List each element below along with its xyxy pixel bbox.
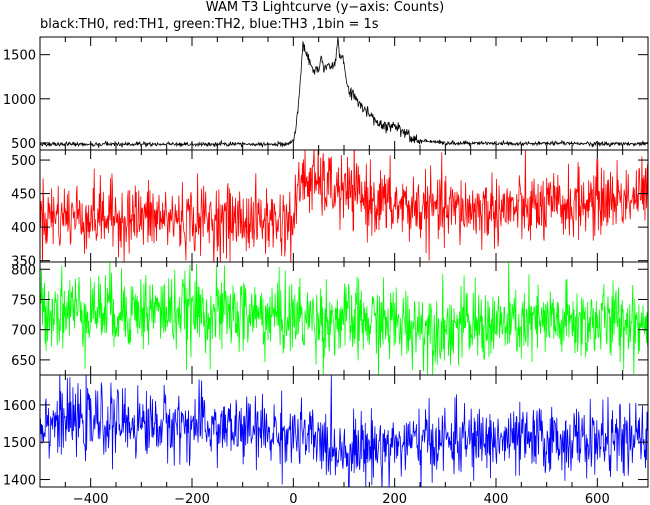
x-tick-label: 200 [382, 492, 407, 505]
chart-title: WAM T3 Lightcurve (y−axis: Counts) [205, 0, 445, 15]
x-tick-label: 400 [484, 492, 509, 505]
x-tick-label: 600 [585, 492, 610, 505]
y-tick-label: 500 [11, 137, 36, 152]
y-tick-label: 650 [11, 354, 36, 369]
x-tick-label: −400 [73, 492, 109, 505]
series-line-th3 [40, 375, 648, 487]
y-tick-label: 400 [11, 221, 36, 236]
y-tick-label: 1000 [3, 93, 36, 108]
series-line-th0 [40, 37, 648, 148]
x-tick-label: −200 [174, 492, 210, 505]
x-tick-label: 0 [289, 492, 297, 505]
y-tick-label: 750 [11, 293, 36, 308]
y-tick-label: 450 [11, 188, 36, 203]
series-line-th1 [40, 150, 648, 262]
y-tick-label: 700 [11, 324, 36, 339]
y-tick-label: 1600 [3, 399, 36, 414]
y-tick-label: 350 [11, 255, 36, 270]
y-tick-label: 800 [11, 263, 36, 278]
y-tick-label: 500 [11, 154, 36, 169]
panel-frame-th0 [39, 36, 649, 151]
y-tick-label: 1500 [3, 436, 36, 451]
series-line-th2 [40, 262, 648, 375]
y-tick-label: 1400 [3, 474, 36, 489]
y-tick-label: 1500 [3, 49, 36, 64]
chart-subtitle: black:TH0, red:TH1, green:TH2, blue:TH3 … [40, 17, 379, 32]
